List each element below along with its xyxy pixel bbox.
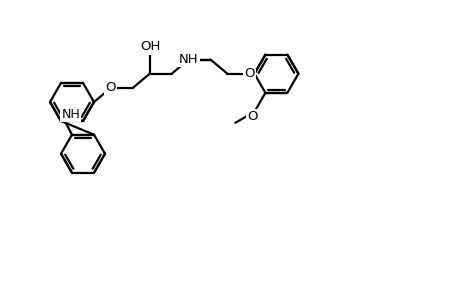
Text: NH: NH bbox=[179, 53, 198, 66]
Text: O: O bbox=[106, 81, 116, 94]
Text: O: O bbox=[244, 67, 254, 80]
Text: OH: OH bbox=[140, 40, 161, 53]
Text: NH: NH bbox=[62, 108, 80, 121]
Text: O: O bbox=[246, 110, 257, 123]
